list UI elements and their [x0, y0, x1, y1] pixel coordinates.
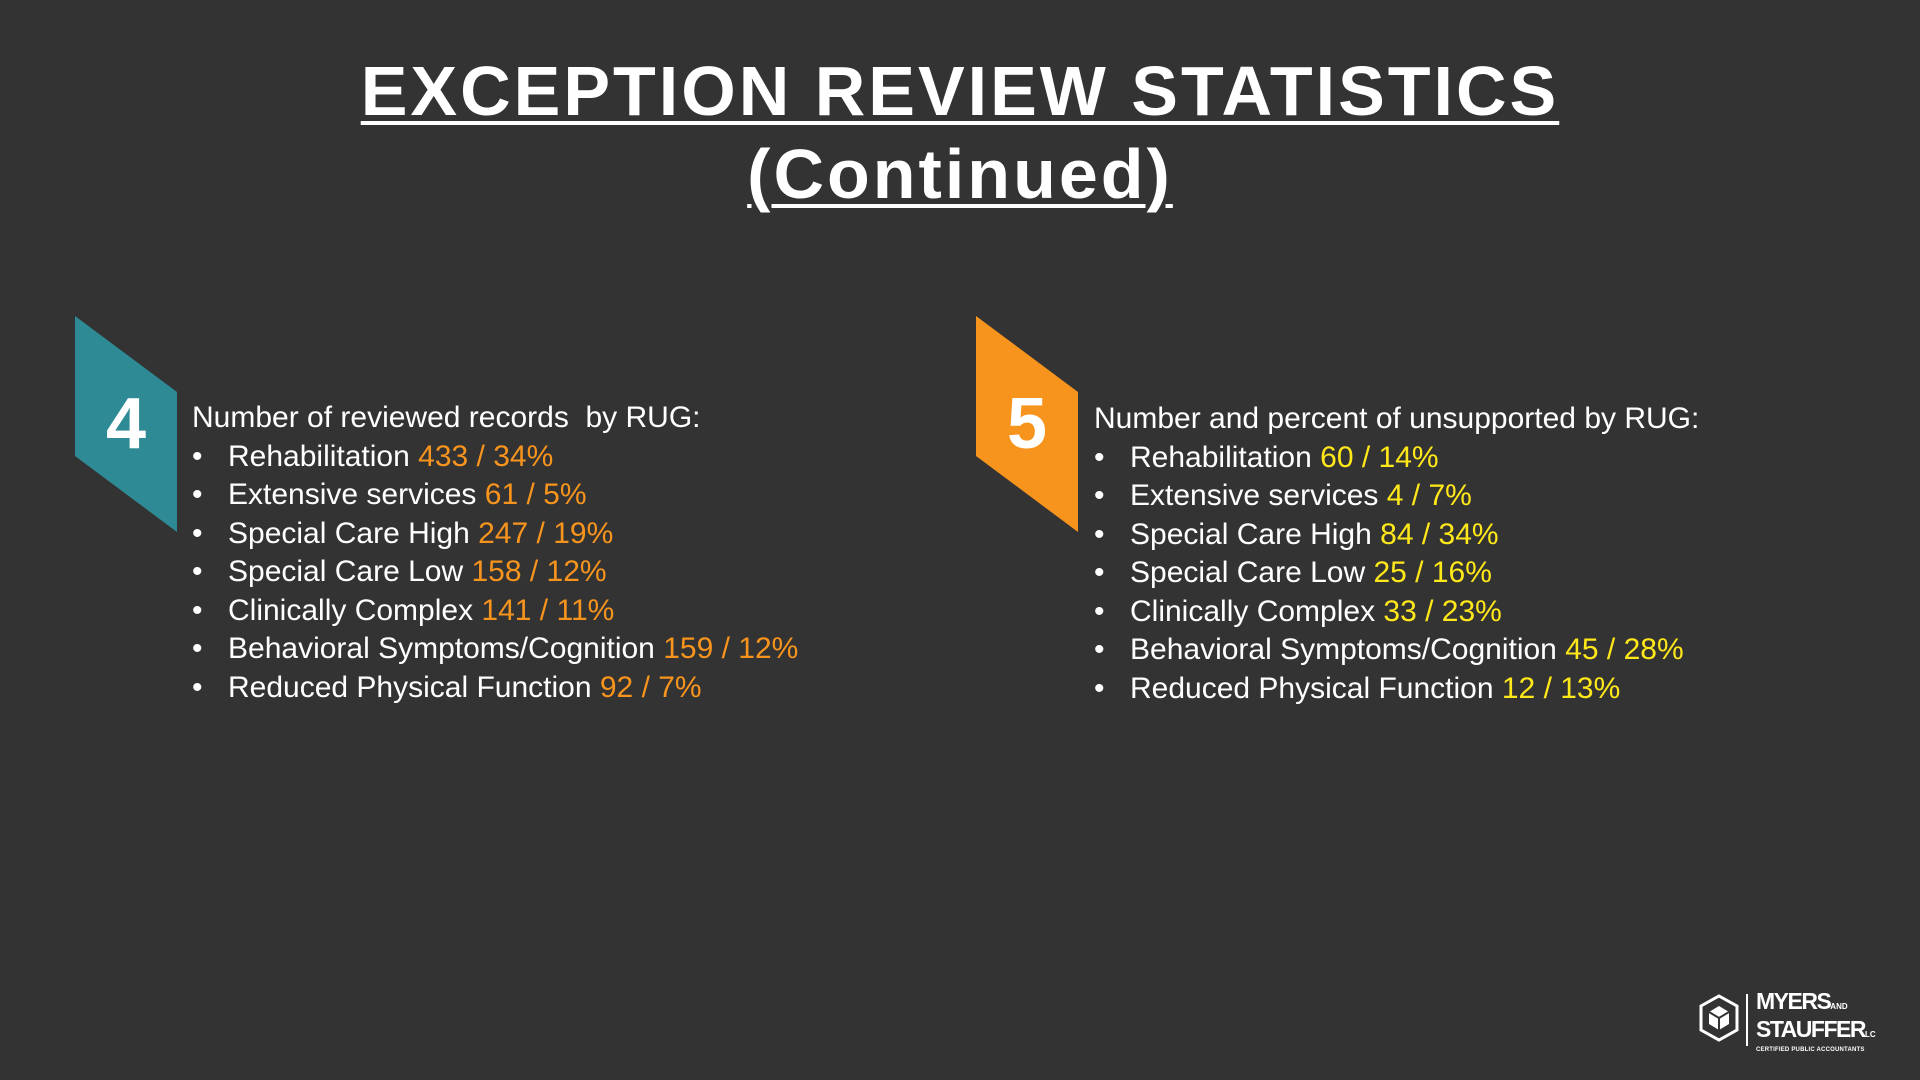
bullet-icon: •: [192, 632, 203, 665]
rug-label: Extensive services: [1130, 479, 1379, 512]
rug-list-item: • Special Care High 84 / 34%: [1094, 516, 1699, 555]
bullet-icon: •: [1094, 594, 1105, 628]
logo-word-myers: MYERS: [1756, 988, 1832, 1014]
rug-value: 159 / 12%: [663, 632, 799, 665]
rug-value: 92 / 7%: [599, 670, 702, 704]
cube-logo-icon: [1699, 994, 1739, 1042]
rug-label: Special Care High: [228, 516, 470, 550]
rug-value: 141 / 11%: [481, 593, 615, 627]
bullet-icon: •: [192, 670, 203, 704]
bullet-icon: •: [1094, 633, 1105, 666]
unsupported-records-panel: Number and percent of unsupported by RUG…: [1094, 400, 1699, 708]
rug-value: 433 / 34%: [418, 439, 554, 473]
rug-label: Behavioral Symptoms/Cognition: [1130, 633, 1557, 666]
bullet-icon: •: [1094, 556, 1105, 589]
logo-word-and: AND: [1830, 1002, 1848, 1011]
rug-value: 4 / 7%: [1386, 479, 1472, 512]
rug-list-item: • Extensive services 61 / 5%: [192, 476, 798, 515]
rug-value: 61 / 5%: [484, 478, 587, 511]
rug-label: Clinically Complex: [228, 593, 474, 627]
rug-label: Rehabilitation: [228, 439, 410, 473]
rug-list: • Rehabilitation 60 / 14% • Extensive servi…: [1094, 439, 1699, 709]
rug-value: 84 / 34%: [1380, 517, 1499, 551]
rug-label: Special Care Low: [1130, 556, 1366, 589]
rug-value: 158 / 12%: [471, 555, 607, 588]
panel-heading: Number of reviewed records by RUG:: [192, 401, 701, 434]
bullet-icon: •: [192, 593, 203, 627]
rug-list-item: • Reduced Physical Function 92 / 7%: [192, 669, 798, 708]
rug-label: Rehabilitation: [1130, 440, 1312, 474]
rug-list-item: • Behavioral Symptoms/Cognition 45 / 28%: [1094, 631, 1699, 670]
rug-value: 247 / 19%: [478, 516, 614, 550]
rug-list-item: • Behavioral Symptoms/Cognition 159 / 12%: [192, 630, 798, 669]
rug-label: Clinically Complex: [1130, 594, 1376, 628]
badge-shape-orange: [976, 316, 1078, 532]
bullet-icon: •: [1094, 440, 1105, 474]
bullet-icon: •: [192, 439, 203, 473]
rug-label: Behavioral Symptoms/Cognition: [228, 632, 655, 665]
rug-value: 33 / 23%: [1383, 594, 1502, 628]
page-title: EXCEPTION REVIEW STATISTICS (Continued): [0, 50, 1920, 216]
bullet-icon: •: [1094, 671, 1105, 705]
rug-list-item: • Rehabilitation 60 / 14%: [1094, 439, 1699, 478]
rug-label: Reduced Physical Function: [228, 670, 592, 704]
bullet-icon: •: [192, 555, 203, 588]
title-line-1: EXCEPTION REVIEW STATISTICS: [360, 52, 1560, 130]
rug-list-item: • Clinically Complex 33 / 23%: [1094, 593, 1699, 632]
rug-list-item: • Special Care Low 25 / 16%: [1094, 554, 1699, 593]
rug-list-item: • Reduced Physical Function 12 / 13%: [1094, 670, 1699, 709]
badge-number: 4: [105, 384, 147, 464]
myers-stauffer-logo: MYERSAND STAUFFERLC CERTIFIED PUBLIC ACC…: [1698, 990, 1888, 1053]
badge-shape-teal: [75, 316, 177, 532]
logo-word-stauffer: STAUFFER: [1756, 1016, 1866, 1042]
bullet-icon: •: [192, 478, 203, 511]
section-5-badge: 5: [976, 316, 1078, 532]
logo-wordmark: MYERSAND STAUFFERLC CERTIFIED PUBLIC ACC…: [1756, 990, 1876, 1054]
rug-list-item: • Rehabilitation 433 / 34%: [192, 438, 798, 477]
rug-value: 12 / 13%: [1501, 671, 1621, 705]
badge-number: 5: [1006, 384, 1048, 464]
logo-divider: [1746, 994, 1748, 1046]
rug-label: Special Care Low: [228, 555, 464, 588]
bullet-icon: •: [192, 516, 203, 550]
rug-label: Extensive services: [228, 478, 477, 511]
bullet-icon: •: [1094, 517, 1105, 551]
rug-value: 45 / 28%: [1565, 633, 1684, 666]
section-4-badge: 4: [75, 316, 177, 532]
rug-value: 60 / 14%: [1320, 440, 1439, 474]
rug-list-item: • Extensive services 4 / 7%: [1094, 477, 1699, 516]
rug-list-item: • Special Care High 247 / 19%: [192, 515, 798, 554]
rug-list-item: • Clinically Complex 141 / 11%: [192, 592, 798, 631]
logo-tagline: CERTIFIED PUBLIC ACCOUNTANTS: [1756, 1047, 1865, 1053]
rug-value: 25 / 16%: [1373, 556, 1492, 589]
rug-list: • Rehabilitation 433 / 34% • Extensive serv…: [192, 438, 798, 708]
bullet-icon: •: [1094, 479, 1105, 512]
rug-label: Special Care High: [1130, 517, 1372, 551]
rug-label: Reduced Physical Function: [1130, 671, 1494, 705]
rug-list-item: • Special Care Low 158 / 12%: [192, 553, 798, 592]
title-line-2: (Continued): [747, 135, 1173, 213]
panel-heading: Number and percent of unsupported by RUG…: [1094, 402, 1700, 435]
logo-word-lc: LC: [1864, 1030, 1876, 1039]
reviewed-records-panel: Number of reviewed records by RUG: • Reha…: [192, 399, 798, 707]
